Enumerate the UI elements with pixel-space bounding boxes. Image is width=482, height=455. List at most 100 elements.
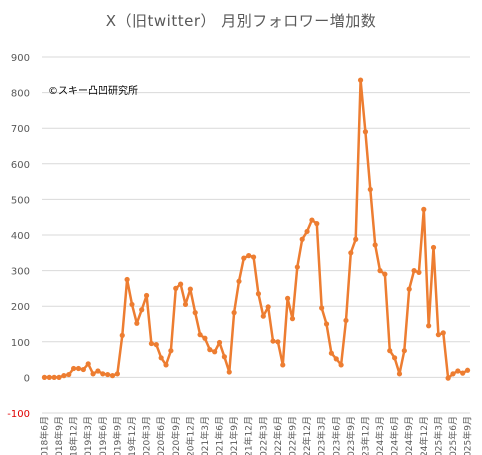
x-tick-label: 2018年9月 xyxy=(53,416,65,455)
data-point xyxy=(314,221,320,227)
x-tick-label: 2022年9月 xyxy=(286,416,298,455)
data-point xyxy=(401,348,407,354)
chart-annotation: ©スキー凸凹研究所 xyxy=(48,84,138,97)
data-point xyxy=(289,316,296,322)
y-tick-label: -100 xyxy=(7,409,30,420)
data-point xyxy=(75,365,82,372)
x-tick-label: 2024年3月 xyxy=(374,416,386,455)
data-point xyxy=(411,268,417,274)
data-point xyxy=(231,310,237,316)
data-point xyxy=(71,365,77,372)
data-point xyxy=(207,347,213,353)
data-point xyxy=(66,371,72,378)
data-point xyxy=(173,285,179,291)
data-point xyxy=(323,321,330,327)
y-tick-label: 400 xyxy=(11,231,30,242)
x-tick-label: 2018年6月 xyxy=(38,416,50,455)
x-tick-label: 2019年3月 xyxy=(82,416,94,455)
x-tick-label: 2022年12月 xyxy=(301,416,313,455)
data-point xyxy=(153,342,159,348)
data-point xyxy=(124,276,130,283)
data-point xyxy=(226,369,232,375)
data-point xyxy=(187,286,193,292)
data-point xyxy=(197,332,203,338)
data-point xyxy=(406,286,412,292)
y-tick-label: 800 xyxy=(11,89,30,100)
data-point xyxy=(455,368,461,374)
data-point xyxy=(367,186,373,193)
data-point xyxy=(182,301,189,308)
data-point xyxy=(328,350,334,356)
data-point xyxy=(100,371,106,377)
y-tick-label: 0 xyxy=(24,373,30,384)
data-point xyxy=(41,374,48,380)
data-point xyxy=(275,339,281,345)
data-point xyxy=(294,264,300,270)
data-point xyxy=(61,373,67,379)
data-point xyxy=(168,348,174,354)
x-tick-label: 2025年3月 xyxy=(432,416,444,455)
data-point xyxy=(90,371,96,377)
x-tick-label: 2025年9月 xyxy=(462,416,474,455)
x-tick-label: 2019年12月 xyxy=(126,416,138,455)
data-point xyxy=(445,375,451,381)
data-point xyxy=(105,371,111,378)
data-point xyxy=(212,349,218,355)
data-point xyxy=(158,355,164,361)
data-point xyxy=(319,305,325,311)
x-tick-label: 2020年6月 xyxy=(155,416,167,455)
data-point xyxy=(260,313,266,319)
data-point xyxy=(377,268,383,274)
x-tick-label: 2023年6月 xyxy=(330,416,342,455)
data-point xyxy=(143,292,150,299)
x-tick-label: 2024年12月 xyxy=(418,416,430,455)
data-point xyxy=(241,255,247,261)
x-tick-label: 2021年12月 xyxy=(243,416,255,455)
x-tick-label: 2021年3月 xyxy=(199,416,211,455)
data-point xyxy=(464,367,471,373)
x-tick-label: 2023年3月 xyxy=(316,416,328,455)
data-point xyxy=(85,361,91,367)
data-point xyxy=(357,77,364,83)
data-point xyxy=(202,335,208,341)
data-point xyxy=(392,355,398,361)
x-tick-label: 2021年6月 xyxy=(214,416,226,455)
y-tick-label: 600 xyxy=(11,160,30,171)
data-point xyxy=(382,271,388,277)
data-point xyxy=(372,242,378,248)
data-point xyxy=(285,295,291,301)
y-tick-label: 100 xyxy=(11,338,30,349)
y-tick-label: 700 xyxy=(11,124,30,135)
data-point xyxy=(134,320,140,326)
data-point xyxy=(114,371,120,377)
data-point xyxy=(51,374,57,380)
data-point xyxy=(338,362,344,368)
data-point xyxy=(163,362,169,368)
x-tick-label: 2024年6月 xyxy=(389,416,401,455)
data-point xyxy=(46,374,52,380)
x-tick-label: 2022年6月 xyxy=(272,416,284,455)
data-point xyxy=(426,323,432,329)
x-tick-label: 2020年3月 xyxy=(141,416,153,455)
data-point xyxy=(430,244,437,251)
data-point xyxy=(216,339,223,346)
data-point xyxy=(280,362,286,368)
data-point xyxy=(139,307,145,313)
x-tick-label: 2023年9月 xyxy=(345,416,357,455)
x-tick-label: 2019年6月 xyxy=(97,416,109,455)
x-tick-label: 2025年6月 xyxy=(447,416,459,455)
chart-title: X（旧twitter） 月別フォロワー増加数 xyxy=(105,12,377,30)
data-point xyxy=(333,356,339,362)
data-point xyxy=(396,371,403,377)
x-tick-label: 2020年12月 xyxy=(184,416,196,455)
data-point xyxy=(255,291,262,297)
data-point xyxy=(250,254,257,260)
data-point xyxy=(416,269,422,275)
data-point xyxy=(178,281,184,287)
data-point xyxy=(299,236,305,242)
data-point xyxy=(192,310,198,316)
y-tick-label: 200 xyxy=(11,302,30,313)
data-point xyxy=(435,332,441,338)
